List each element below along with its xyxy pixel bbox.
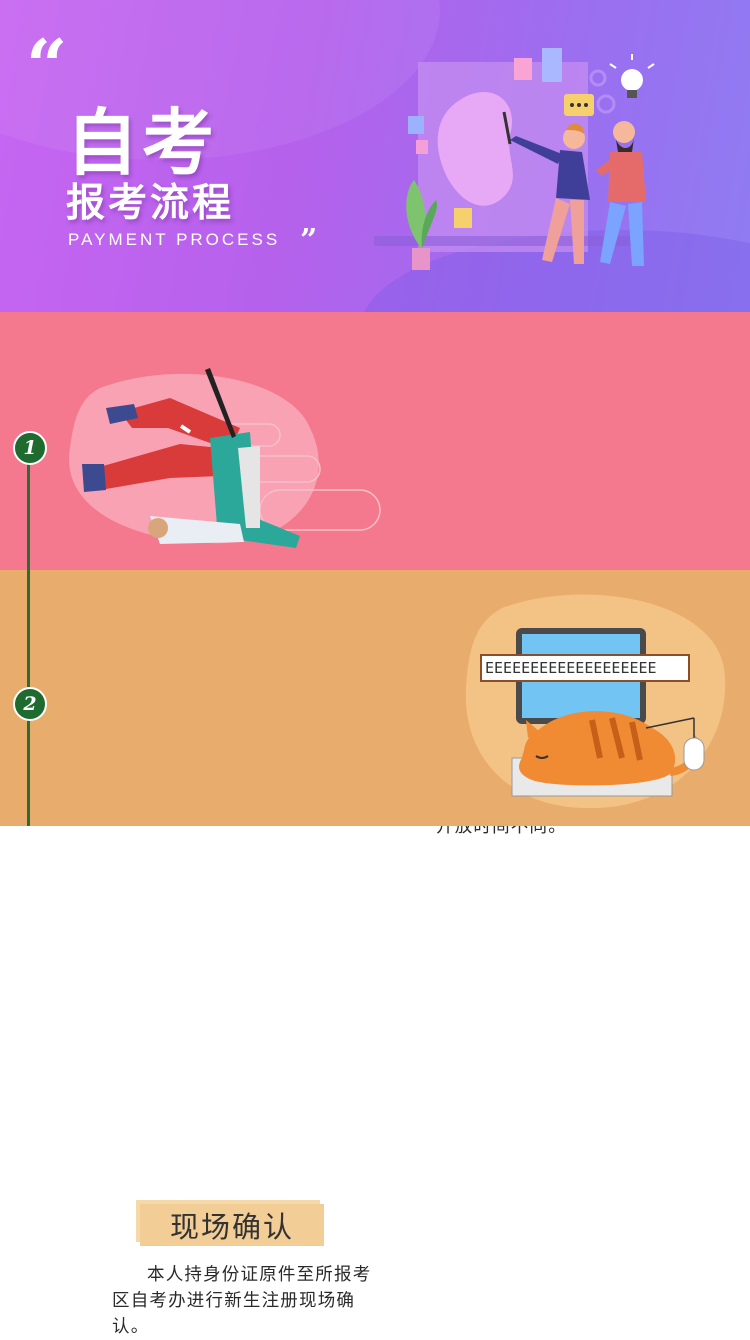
page-title: 自考 — [66, 101, 219, 185]
page-subtitle-english: PAYMENT PROCESS — [68, 230, 281, 249]
step-1-section: 网上注册 目前，全国大部分省份的自考新生报名注册都在网络上进行，只是各个省份网上… — [0, 312, 750, 837]
cat-computer-illustration — [465, 594, 726, 809]
hero-illustration — [374, 48, 655, 270]
step-2-title: 现场确认 — [140, 1204, 324, 1246]
step-2-number-badge: 2 — [13, 687, 47, 721]
hero-banner: “ 自考 报考流程 PAYMENT PROCESS ” — [0, 0, 750, 312]
quote-open-mark: “ — [26, 23, 68, 108]
step-2-section: EEEEEEEEEEEEEEEEEEE 现场确认 本人持身份证原件至所报考区自考… — [0, 570, 750, 1337]
timeline-line — [27, 440, 30, 826]
step-1-number-badge: 1 — [13, 431, 47, 465]
step-2-description-text: 本人持身份证原件至所报考区自考办进行新生注册现场确认。 — [112, 1265, 372, 1337]
monitor-text-bar: EEEEEEEEEEEEEEEEEEE — [480, 654, 690, 682]
step-2-description: 本人持身份证原件至所报考区自考办进行新生注册现场确认。 — [112, 1262, 374, 1340]
page-subtitle: 报考流程 — [66, 181, 235, 226]
quote-close-mark: ” — [300, 223, 318, 258]
falling-person-laptop-illustration — [69, 368, 381, 548]
